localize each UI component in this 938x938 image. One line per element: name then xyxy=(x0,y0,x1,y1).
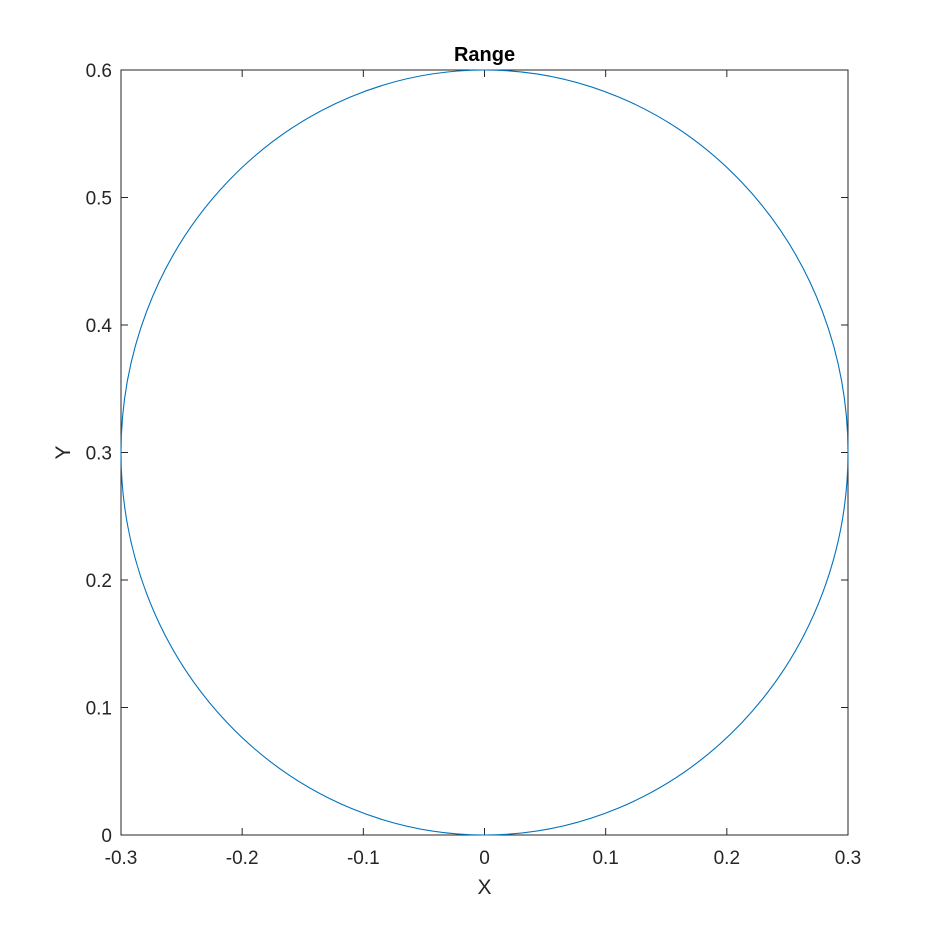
series xyxy=(120,69,849,836)
x-tick-label: 0.1 xyxy=(592,848,618,869)
y-tick-label: 0.2 xyxy=(86,571,112,592)
y-axis-title: Y xyxy=(52,445,75,459)
x-tick-label: 0.3 xyxy=(835,848,861,869)
chart-title: Range xyxy=(454,44,515,66)
y-tick-label: 0 xyxy=(101,826,112,847)
ticks: -0.3 -0.2 -0.1 0 0.1 0.2 0.3 0 0.1 0.2 0.3 0.4 0.5 0.… xyxy=(86,61,862,869)
y-tick-label: 0.6 xyxy=(86,61,112,82)
x-tick-label: 0.2 xyxy=(714,848,740,869)
y-tick-label: 0.5 xyxy=(86,189,112,210)
x-tick-label: 0 xyxy=(479,848,490,869)
x-tick-label: -0.1 xyxy=(347,848,380,869)
x-axis-title: X xyxy=(477,876,491,899)
plot-area xyxy=(120,69,849,836)
y-tick-label: 0.1 xyxy=(86,699,112,720)
y-tick-label: 0.4 xyxy=(86,316,113,337)
x-tick-label: -0.2 xyxy=(226,848,259,869)
x-tick-label: -0.3 xyxy=(105,848,138,869)
range-circle-line xyxy=(120,69,849,836)
y-tick-label: 0.3 xyxy=(86,444,112,465)
